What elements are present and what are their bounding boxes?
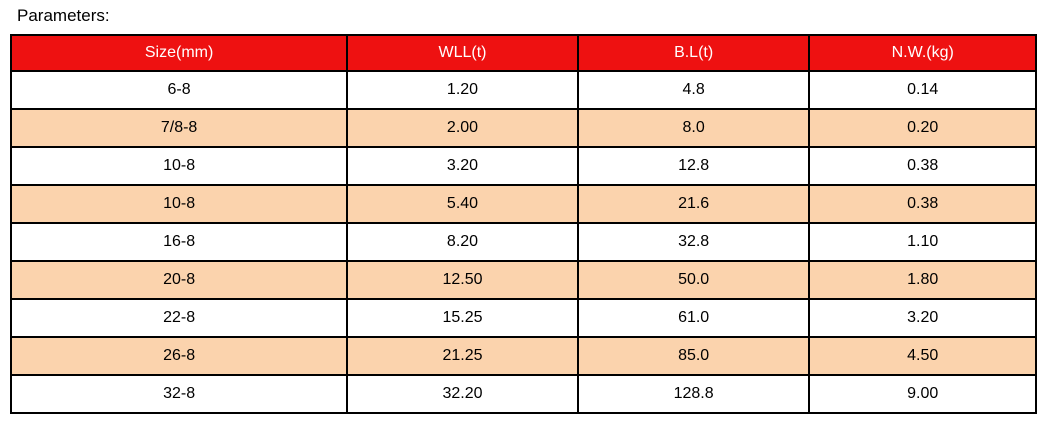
- table-header: Size(mm) WLL(t) B.L(t) N.W.(kg): [9, 34, 1037, 72]
- table-cell: 12.8: [576, 146, 811, 186]
- table-cell: 26-8: [9, 336, 349, 376]
- table-cell: 10-8: [9, 146, 349, 186]
- table-row: 6-8 1.20 4.8 0.14: [9, 70, 1037, 110]
- table-cell: 0.20: [808, 108, 1037, 148]
- column-header-wll: WLL(t): [346, 34, 579, 72]
- column-header-nw: N.W.(kg): [808, 34, 1037, 72]
- table-row: 16-8 8.20 32.8 1.10: [9, 222, 1037, 262]
- table-cell: 4.8: [576, 70, 811, 110]
- table-cell: 1.80: [808, 260, 1037, 300]
- column-header-size: Size(mm): [9, 34, 349, 72]
- table-cell: 1.10: [808, 222, 1037, 262]
- table-cell: 21.25: [346, 336, 579, 376]
- table-row: 32-8 32.20 128.8 9.00: [9, 374, 1037, 414]
- table-cell: 2.00: [346, 108, 579, 148]
- table-cell: 15.25: [346, 298, 579, 338]
- table-cell: 5.40: [346, 184, 579, 224]
- table-cell: 9.00: [808, 374, 1037, 414]
- table-cell: 50.0: [576, 260, 811, 300]
- table-cell: 20-8: [9, 260, 349, 300]
- table-cell: 0.38: [808, 184, 1037, 224]
- table-cell: 32-8: [9, 374, 349, 414]
- table-cell: 7/8-8: [9, 108, 349, 148]
- table-body: 6-8 1.20 4.8 0.14 7/8-8 2.00 8.0 0.20 10-8 3.20 12…: [9, 70, 1037, 414]
- table-cell: 4.50: [808, 336, 1037, 376]
- page-title: Parameters:: [17, 6, 110, 25]
- table-cell: 32.8: [576, 222, 811, 262]
- table-row: 10-8 5.40 21.6 0.38: [9, 184, 1037, 224]
- table-cell: 16-8: [9, 222, 349, 262]
- column-header-bl: B.L(t): [576, 34, 811, 72]
- table-cell: 10-8: [9, 184, 349, 224]
- table-header-row: Size(mm) WLL(t) B.L(t) N.W.(kg): [9, 34, 1037, 72]
- table-cell: 21.6: [576, 184, 811, 224]
- table-cell: 32.20: [346, 374, 579, 414]
- parameters-table: Size(mm) WLL(t) B.L(t) N.W.(kg) 6-8 1.20 4…: [9, 34, 1037, 414]
- table-row: 10-8 3.20 12.8 0.38: [9, 146, 1037, 186]
- table-cell: 3.20: [346, 146, 579, 186]
- table-cell: 0.14: [808, 70, 1037, 110]
- table-cell: 85.0: [576, 336, 811, 376]
- table-cell: 0.38: [808, 146, 1037, 186]
- table-cell: 8.0: [576, 108, 811, 148]
- table-row: 22-8 15.25 61.0 3.20: [9, 298, 1037, 338]
- table-cell: 6-8: [9, 70, 349, 110]
- table-row: 26-8 21.25 85.0 4.50: [9, 336, 1037, 376]
- table-cell: 8.20: [346, 222, 579, 262]
- table-cell: 1.20: [346, 70, 579, 110]
- table-cell: 22-8: [9, 298, 349, 338]
- table-cell: 3.20: [808, 298, 1037, 338]
- table-cell: 128.8: [576, 374, 811, 414]
- table-cell: 12.50: [346, 260, 579, 300]
- table-row: 20-8 12.50 50.0 1.80: [9, 260, 1037, 300]
- table-cell: 61.0: [576, 298, 811, 338]
- table-row: 7/8-8 2.00 8.0 0.20: [9, 108, 1037, 148]
